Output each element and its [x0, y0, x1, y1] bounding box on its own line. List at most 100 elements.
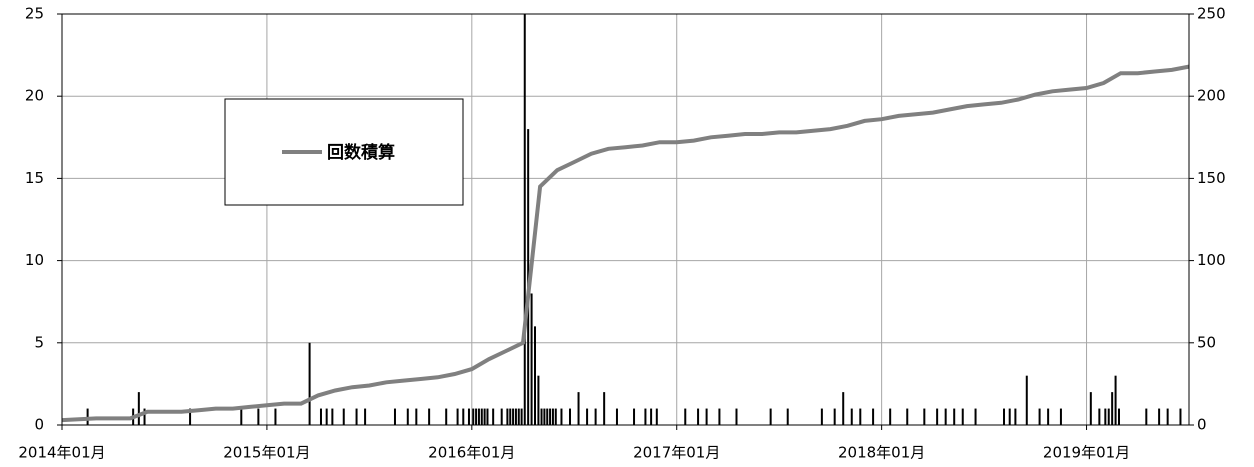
bar — [415, 408, 418, 425]
bar — [1098, 408, 1101, 425]
bar — [1089, 392, 1092, 425]
bar — [342, 408, 345, 425]
bar — [944, 408, 947, 425]
bar — [577, 392, 580, 425]
bar — [953, 408, 956, 425]
bar — [546, 408, 549, 425]
bar — [509, 408, 512, 425]
bar — [697, 408, 700, 425]
bar — [603, 392, 606, 425]
bar — [551, 408, 554, 425]
bar — [735, 408, 738, 425]
bar — [549, 408, 552, 425]
marks — [61, 14, 1190, 425]
y2-tick-label: 150 — [1197, 169, 1226, 187]
bar — [554, 408, 557, 425]
bar — [1104, 408, 1107, 425]
bar — [1107, 408, 1110, 425]
bar — [319, 408, 322, 425]
bar — [1158, 408, 1161, 425]
bar — [1008, 408, 1011, 425]
bar — [520, 408, 523, 425]
bar — [1059, 408, 1062, 425]
bar — [850, 408, 853, 425]
bar — [586, 408, 589, 425]
bar — [906, 408, 909, 425]
bar — [769, 408, 772, 425]
bar — [325, 408, 328, 425]
bar — [393, 408, 396, 425]
bar — [842, 392, 845, 425]
bar — [650, 408, 653, 425]
x-tick-label: 2019年01月 — [1043, 444, 1130, 462]
bar — [820, 408, 823, 425]
bar — [936, 408, 939, 425]
y-tick-label: 25 — [25, 5, 44, 23]
bar — [500, 408, 503, 425]
bar — [143, 408, 146, 425]
bar — [644, 408, 647, 425]
bar — [537, 375, 540, 425]
bar — [718, 408, 721, 425]
cumulative-line — [61, 64, 1190, 423]
bar — [483, 408, 486, 425]
bar — [655, 408, 658, 425]
bar — [512, 408, 515, 425]
y2-tick-label: 250 — [1197, 5, 1226, 23]
bar — [872, 408, 875, 425]
bar — [1111, 392, 1114, 425]
bar — [428, 408, 431, 425]
grid — [61, 13, 1189, 426]
bar — [480, 408, 483, 425]
y-tick-label: 20 — [25, 87, 44, 105]
y2-tick-label: 0 — [1197, 416, 1207, 434]
bar — [467, 408, 470, 425]
bar — [1117, 408, 1120, 425]
bar — [240, 408, 243, 425]
bar — [1025, 375, 1028, 425]
bar — [1014, 408, 1017, 425]
bar — [1179, 408, 1182, 425]
y-tick-label: 10 — [25, 251, 44, 269]
bar — [533, 326, 536, 425]
bar — [786, 408, 789, 425]
x-tick-label: 2016年01月 — [428, 444, 515, 462]
bar — [517, 408, 520, 425]
bar — [1003, 408, 1006, 425]
bar — [477, 408, 480, 425]
bar — [274, 408, 277, 425]
bar — [492, 408, 495, 425]
bar — [543, 408, 546, 425]
bar — [859, 408, 862, 425]
bar — [406, 408, 409, 425]
bar — [486, 408, 489, 425]
bar — [705, 408, 708, 425]
bar — [86, 408, 89, 425]
bar — [462, 408, 465, 425]
bar — [961, 408, 964, 425]
bar — [923, 408, 926, 425]
bar — [527, 129, 530, 425]
bar — [506, 408, 509, 425]
bar — [355, 408, 358, 425]
bar — [615, 408, 618, 425]
bar — [560, 408, 563, 425]
y2-tick-label: 50 — [1197, 333, 1216, 351]
bar — [833, 408, 836, 425]
y-tick-label: 5 — [34, 333, 44, 351]
bar — [1114, 375, 1117, 425]
bar — [889, 408, 892, 425]
bar — [974, 408, 977, 425]
bar — [530, 293, 533, 425]
bar — [594, 408, 597, 425]
bar — [1047, 408, 1050, 425]
legend-label: 回数積算 — [327, 142, 395, 163]
bar — [569, 408, 572, 425]
x-tick-label: 2017年01月 — [633, 444, 720, 462]
bar — [257, 408, 260, 425]
x-tick-label: 2014年01月 — [18, 444, 105, 462]
bar — [137, 392, 140, 425]
bar — [1145, 408, 1148, 425]
x-tick-label: 2018年01月 — [838, 444, 925, 462]
